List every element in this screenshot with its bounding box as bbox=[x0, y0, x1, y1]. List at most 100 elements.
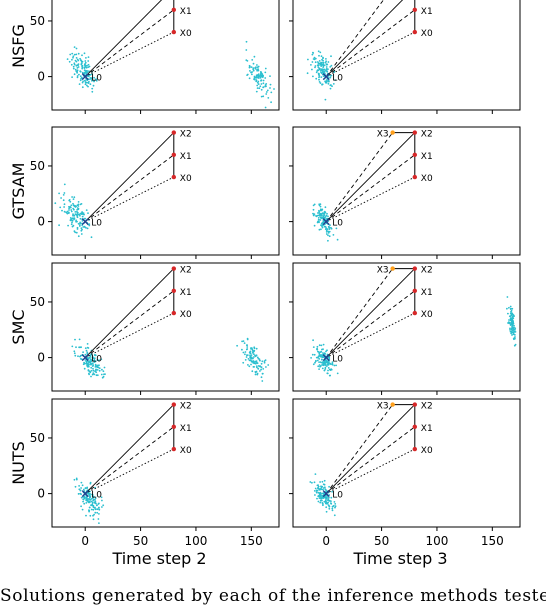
sample-point bbox=[264, 71, 267, 74]
sample-point bbox=[69, 217, 72, 219]
sample-point bbox=[320, 55, 323, 58]
sample-point bbox=[100, 373, 103, 376]
sample-point bbox=[90, 500, 93, 503]
landmark-label: L0 bbox=[332, 355, 343, 365]
sample-point bbox=[68, 60, 71, 63]
sample-point bbox=[328, 235, 331, 238]
sample-point bbox=[61, 209, 63, 212]
sample-point bbox=[270, 91, 273, 94]
sample-point bbox=[82, 212, 85, 215]
sample-point bbox=[76, 212, 79, 214]
sample-point bbox=[253, 356, 255, 358]
sample-point bbox=[248, 351, 251, 354]
sample-point bbox=[96, 508, 99, 511]
sample-point bbox=[92, 84, 95, 87]
panel-frame bbox=[292, 0, 521, 111]
sample-point bbox=[330, 502, 332, 504]
sample-point bbox=[69, 53, 72, 56]
sample-point bbox=[256, 366, 258, 369]
sample-point bbox=[306, 72, 309, 75]
sample-point bbox=[327, 369, 329, 372]
sample-point bbox=[331, 505, 334, 508]
sample-point bbox=[77, 52, 80, 55]
pose-marker-x3 bbox=[390, 402, 395, 407]
sample-point bbox=[76, 76, 79, 79]
sample-point bbox=[73, 196, 76, 199]
y-tick-label: 50 bbox=[30, 159, 45, 173]
pose-marker-x3 bbox=[390, 130, 395, 135]
sample-point bbox=[322, 56, 324, 59]
pose-marker-x1 bbox=[412, 7, 418, 13]
sample-point bbox=[330, 500, 332, 503]
pose-label-x2: X2 bbox=[421, 130, 433, 140]
sample-point bbox=[330, 84, 332, 86]
sample-point bbox=[76, 69, 79, 72]
sample-point bbox=[318, 68, 321, 71]
sample-point bbox=[314, 65, 317, 67]
sample-point bbox=[79, 358, 82, 360]
sample-point bbox=[318, 361, 320, 363]
sample-point bbox=[91, 373, 94, 376]
sample-point bbox=[73, 350, 76, 353]
sample-point bbox=[511, 325, 513, 328]
sample-point bbox=[331, 362, 334, 365]
pose-label-x3: X3 bbox=[377, 130, 389, 140]
sample-point bbox=[313, 481, 316, 484]
sample-point bbox=[331, 507, 334, 510]
landmark-marker bbox=[81, 354, 89, 362]
sample-point bbox=[315, 491, 318, 493]
landmark-label: L0 bbox=[91, 355, 102, 365]
panel-nuts-step2: X0 X1 X2 L0 0 50 0 50 100 150 bbox=[30, 398, 280, 548]
sample-point bbox=[311, 353, 314, 356]
sample-point bbox=[87, 60, 90, 62]
sample-point bbox=[80, 481, 83, 484]
sample-point bbox=[324, 216, 327, 218]
sample-point bbox=[68, 199, 71, 201]
sample-point bbox=[506, 307, 508, 310]
sample-point bbox=[312, 212, 314, 215]
sample-point bbox=[247, 358, 250, 360]
sample-point bbox=[76, 220, 78, 223]
sample-point bbox=[325, 359, 328, 362]
sample-point bbox=[333, 364, 336, 367]
sample-point bbox=[511, 329, 514, 332]
sample-point bbox=[77, 63, 80, 65]
sample-point bbox=[63, 206, 65, 208]
sample-point bbox=[325, 506, 328, 509]
sample-point bbox=[59, 206, 62, 209]
sample-point bbox=[327, 498, 330, 501]
sample-point bbox=[93, 506, 96, 509]
sample-point bbox=[319, 499, 322, 502]
sample-point bbox=[331, 490, 333, 493]
pose-marker-x0 bbox=[412, 446, 418, 452]
sample-point bbox=[320, 214, 323, 216]
sample-point bbox=[507, 321, 510, 323]
sample-point bbox=[241, 348, 243, 351]
sample-point bbox=[321, 367, 324, 370]
sample-point bbox=[323, 492, 326, 495]
sample-point bbox=[251, 370, 254, 373]
sample-point bbox=[322, 363, 325, 365]
pose-marker-x3 bbox=[390, 266, 395, 271]
sample-point bbox=[511, 327, 514, 330]
sample-point bbox=[79, 214, 81, 217]
sample-point bbox=[318, 368, 320, 370]
sample-point bbox=[79, 75, 82, 78]
sample-point bbox=[90, 369, 93, 372]
sample-point bbox=[321, 496, 323, 499]
x-tick-label: 0 bbox=[322, 534, 330, 548]
sample-point bbox=[71, 225, 74, 228]
sample-point bbox=[262, 368, 265, 370]
sample-point bbox=[312, 363, 315, 366]
sample-point bbox=[259, 359, 261, 362]
sample-point bbox=[329, 369, 332, 371]
sample-point bbox=[98, 522, 100, 524]
sample-point bbox=[87, 347, 90, 349]
sample-point bbox=[96, 504, 98, 507]
sample-point bbox=[256, 362, 259, 365]
sample-point bbox=[92, 367, 94, 370]
plot-area: X0 X1 X2 L0 bbox=[54, 130, 192, 239]
sample-point bbox=[319, 214, 321, 217]
sample-point bbox=[78, 83, 81, 85]
